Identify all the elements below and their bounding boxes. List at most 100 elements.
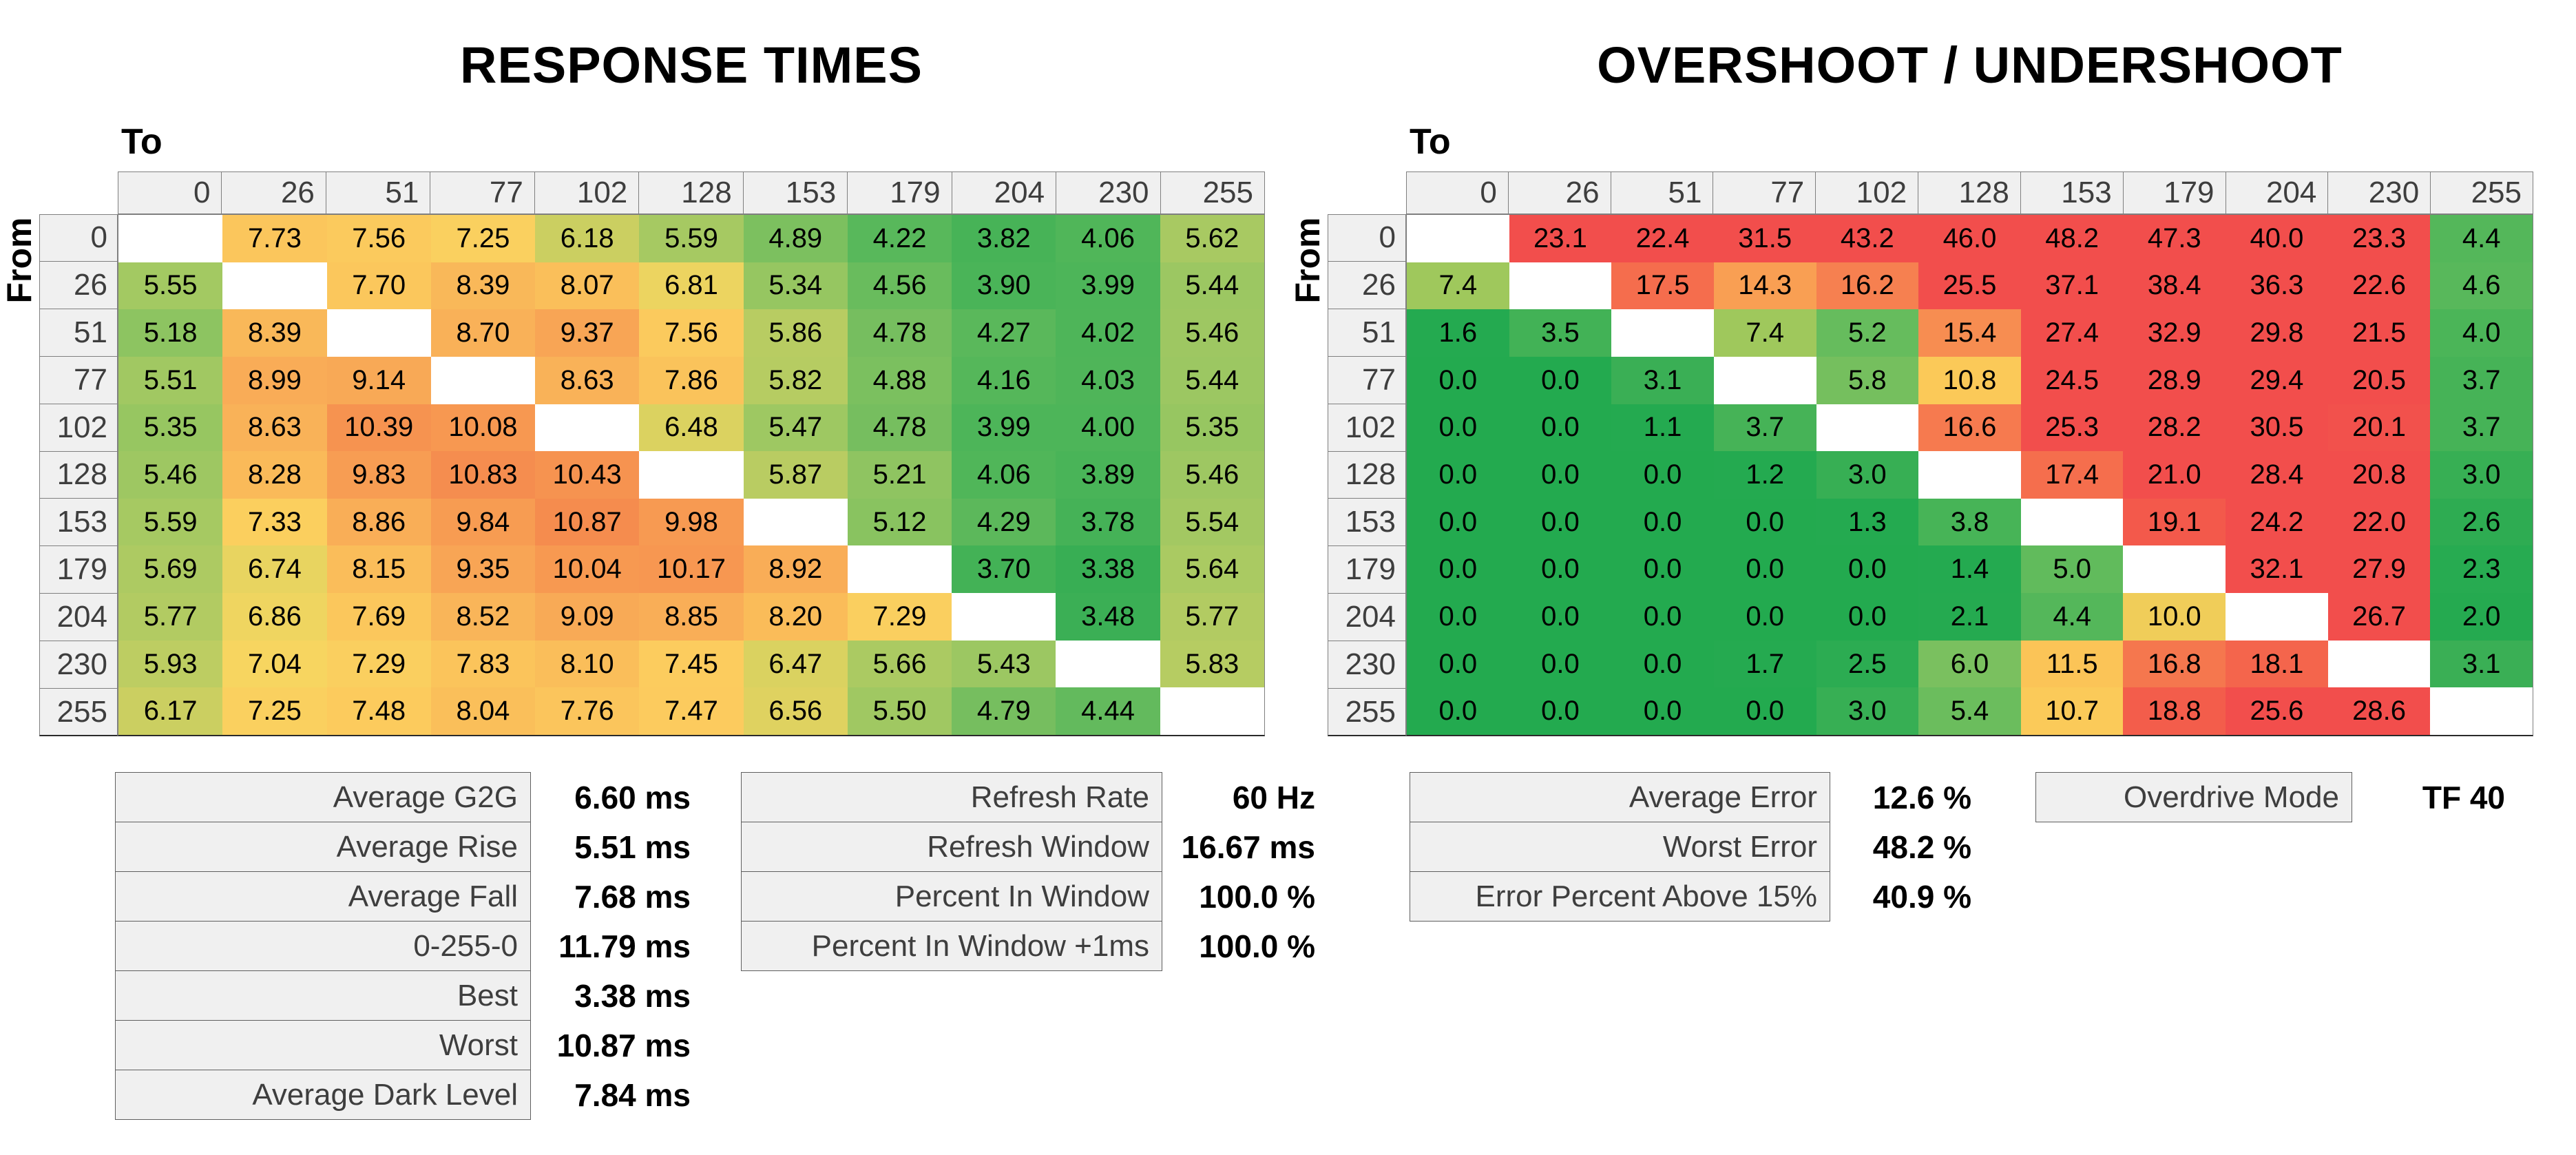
heatmap-cell: 0.0	[1509, 404, 1612, 452]
summary-label: 0-255-0	[115, 921, 531, 971]
heatmap-cell: 4.03	[1056, 356, 1160, 404]
summary-label: Average Rise	[115, 822, 531, 872]
heatmap-cell: 2.0	[2430, 593, 2533, 641]
heatmap-cell: 29.4	[2226, 356, 2328, 404]
heatmap-cell: 28.4	[2226, 451, 2328, 499]
heatmap-cell: 47.3	[2123, 215, 2226, 262]
heatmap-cell: 3.90	[952, 262, 1056, 310]
row-header: 153	[1328, 499, 1406, 547]
heatmap-cell: 0.0	[1611, 451, 1714, 499]
summary-value: 5.51 ms	[574, 829, 691, 865]
heatmap-cell	[1407, 215, 1509, 262]
heatmap-cell: 4.06	[952, 451, 1056, 499]
heatmap-cell: 9.98	[639, 498, 744, 546]
heatmap-cell: 5.34	[743, 262, 848, 310]
heatmap-cell: 17.5	[1611, 262, 1714, 310]
heatmap-cell: 0.0	[1407, 545, 1509, 594]
heatmap-cell: 8.04	[430, 687, 536, 735]
heatmap-cell: 7.56	[639, 309, 744, 357]
summary-value: 10.87 ms	[556, 1027, 691, 1063]
heatmap-cell: 5.46	[118, 451, 223, 499]
heatmap-cell: 6.56	[743, 687, 848, 735]
heatmap-cell: 10.87	[535, 498, 640, 546]
heatmap-cell: 7.70	[326, 262, 431, 310]
heatmap-cell	[2327, 640, 2431, 688]
col-header: 153	[743, 171, 848, 214]
summary-label: Average Fall	[115, 871, 531, 922]
heatmap-cell: 0.0	[1407, 593, 1509, 641]
heatmap-cell: 7.86	[639, 356, 744, 404]
heatmap-cell: 5.8	[1816, 356, 1919, 404]
heatmap-cell: 1.4	[1918, 545, 2021, 594]
heatmap-cell	[743, 498, 848, 546]
row-header: 153	[39, 499, 118, 547]
summary-row: Overdrive Mode TF 40	[2035, 772, 2505, 822]
row-header: 102	[1328, 404, 1406, 452]
col-header: 77	[430, 171, 535, 214]
heatmap-cell: 5.87	[743, 451, 848, 499]
col-header: 230	[1056, 171, 1161, 214]
heatmap-cell: 5.44	[1160, 262, 1264, 310]
heatmap-cell: 5.83	[1160, 640, 1264, 688]
heatmap-cell: 31.5	[1713, 215, 1816, 262]
heatmap-cell: 9.09	[535, 593, 640, 641]
summary-label: Refresh Rate	[741, 772, 1162, 822]
heatmap-cell: 4.02	[1056, 309, 1160, 357]
heatmap-cell: 5.21	[847, 451, 952, 499]
heatmap-cell: 5.4	[1918, 687, 2021, 735]
row-header: 0	[39, 214, 118, 262]
heatmap-cell: 43.2	[1816, 215, 1919, 262]
heatmap-cell: 8.07	[535, 262, 640, 310]
heatmap-cell: 0.0	[1713, 593, 1816, 641]
row-header: 77	[39, 356, 118, 404]
heatmap-cell: 0.0	[1713, 545, 1816, 594]
col-header: 153	[2020, 171, 2124, 214]
heatmap-cell: 6.74	[222, 545, 327, 594]
heatmap-cell	[2430, 687, 2533, 735]
heatmap-cell: 8.85	[639, 593, 744, 641]
row-header: 255	[1328, 689, 1406, 736]
heatmap-cell: 32.9	[2123, 309, 2226, 357]
heatmap-cell: 22.0	[2327, 498, 2431, 546]
summary-row: Refresh Window 16.67 ms	[741, 822, 1315, 872]
heatmap-cell: 8.63	[535, 356, 640, 404]
heatmap-cell: 8.10	[535, 640, 640, 688]
summary-label: Worst	[115, 1020, 531, 1070]
col-header: 230	[2328, 171, 2431, 214]
summary-label: Average G2G	[115, 772, 531, 822]
heatmap-cell: 5.54	[1160, 498, 1264, 546]
heatmap-cell: 8.70	[430, 309, 536, 357]
heatmap-cell: 3.7	[1713, 404, 1816, 452]
heatmap-cell: 5.2	[1816, 309, 1919, 357]
heatmap-cell	[1509, 262, 1612, 310]
summary-label: Best	[115, 970, 531, 1021]
row-header: 26	[1328, 261, 1406, 309]
heatmap-cell: 0.0	[1407, 451, 1509, 499]
heatmap-cell: 20.8	[2327, 451, 2431, 499]
heatmap-cell: 7.29	[847, 593, 952, 641]
overdrive-mode-table: Overdrive Mode TF 40	[2035, 772, 2505, 822]
heatmap-cell	[1918, 451, 2021, 499]
heatmap-cell: 22.6	[2327, 262, 2431, 310]
heatmap-cell: 8.63	[222, 404, 327, 452]
heatmap-cell: 32.1	[2226, 545, 2328, 594]
heatmap-cell: 3.48	[1056, 593, 1160, 641]
heatmap-cell: 9.84	[430, 498, 536, 546]
y-axis-label: From	[1288, 217, 1327, 304]
heatmap-cell: 3.1	[1611, 356, 1714, 404]
summary-row: Percent In Window 100.0 %	[741, 871, 1315, 922]
heatmap-cell: 22.4	[1611, 215, 1714, 262]
heatmap-cell: 0.0	[1509, 687, 1612, 735]
heatmap-cell: 48.2	[2020, 215, 2124, 262]
summary-label: Percent In Window +1ms	[741, 921, 1162, 971]
heatmap-cell: 21.0	[2123, 451, 2226, 499]
col-header: 51	[1611, 171, 1714, 214]
heatmap-cell: 4.0	[2430, 309, 2533, 357]
heatmap-cell: 3.38	[1056, 545, 1160, 594]
column-headers: 0 26 51 77 102 128 153 179 204 230 255	[118, 171, 1265, 214]
row-header: 204	[39, 594, 118, 642]
heatmap-cell: 4.78	[847, 404, 952, 452]
summary-value: 40.9 %	[1872, 878, 1971, 915]
heatmap-cell: 3.0	[1816, 687, 1919, 735]
heatmap-cell: 8.39	[222, 309, 327, 357]
